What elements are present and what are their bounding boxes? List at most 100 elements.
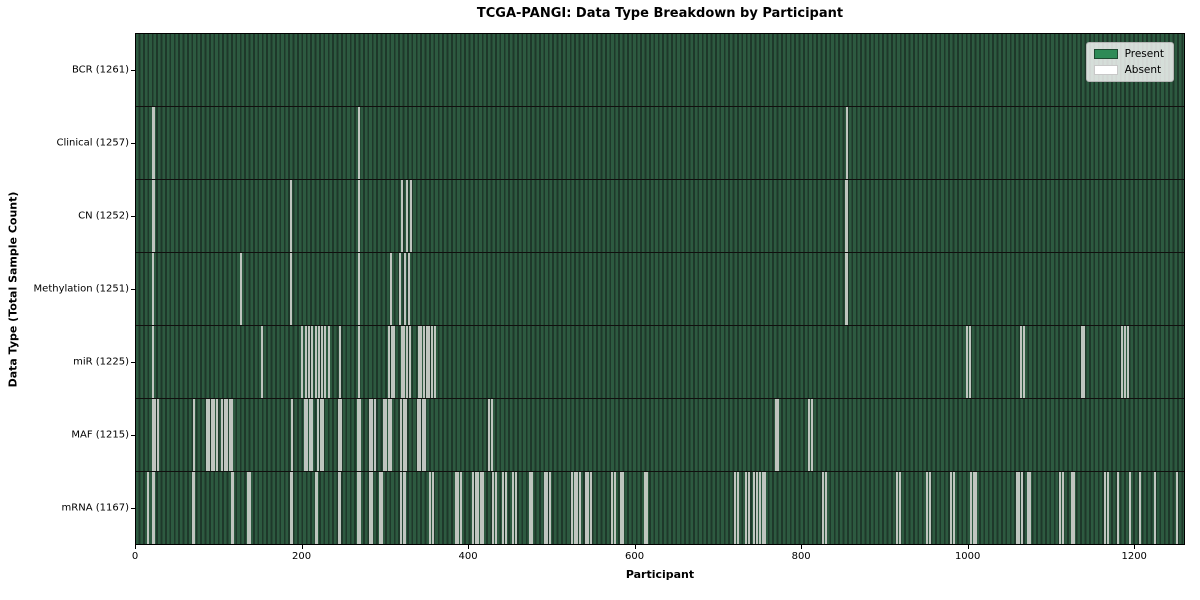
absent-line — [308, 399, 311, 471]
absent-line — [153, 180, 156, 252]
absent-line — [492, 472, 495, 544]
absent-line — [571, 472, 574, 544]
absent-line — [474, 472, 477, 544]
absent-line — [231, 399, 234, 471]
absent-line — [356, 399, 359, 471]
absent-line — [1022, 326, 1025, 398]
x-tick-mark — [801, 545, 803, 549]
absent-line — [1083, 326, 1086, 398]
absent-line — [584, 472, 587, 544]
absent-line — [1020, 326, 1023, 398]
x-tick-mark — [967, 545, 969, 549]
absent-line — [382, 399, 385, 471]
absent-line — [459, 472, 462, 544]
absent-line — [774, 399, 777, 471]
absent-line — [422, 326, 425, 398]
absent-line — [400, 180, 403, 252]
absent-line — [311, 326, 314, 398]
absent-line — [314, 326, 317, 398]
absent-line — [400, 326, 403, 398]
x-tick-label: 1200 — [1121, 551, 1147, 562]
x-axis-label: Participant — [625, 568, 695, 581]
chart-title: TCGA-PANGI: Data Type Breakdown by Parti… — [476, 6, 844, 21]
absent-line — [512, 472, 515, 544]
absent-line — [393, 326, 396, 398]
absent-line — [408, 253, 411, 325]
absent-line — [1104, 472, 1107, 544]
absent-line — [1117, 472, 1120, 544]
legend-swatch-present-icon — [1093, 49, 1118, 59]
absent-line — [289, 472, 292, 544]
absent-line — [403, 326, 406, 398]
absent-line — [472, 472, 475, 544]
absent-line — [417, 326, 420, 398]
heatmap-row — [136, 252, 1184, 325]
absent-line — [153, 472, 156, 544]
absent-line — [764, 472, 767, 544]
absent-line — [191, 472, 194, 544]
absent-line — [543, 472, 546, 544]
x-tick-label: 400 — [458, 551, 478, 562]
absent-line — [548, 472, 551, 544]
absent-line — [619, 472, 622, 544]
absent-line — [337, 399, 340, 471]
y-tick-mark — [131, 142, 135, 144]
absent-line — [239, 253, 242, 325]
absent-line — [482, 472, 485, 544]
absent-line — [810, 399, 813, 471]
absent-line — [290, 180, 293, 252]
absent-line — [357, 253, 360, 325]
absent-line — [223, 399, 226, 471]
y-tick-label: MAF (1215) — [71, 429, 129, 441]
absent-line — [425, 326, 428, 398]
absent-line — [291, 472, 294, 544]
absent-line — [622, 472, 625, 544]
absent-line — [291, 399, 294, 471]
absent-line — [387, 399, 390, 471]
absent-line — [1080, 326, 1083, 398]
absent-line — [405, 180, 408, 252]
absent-line — [378, 472, 381, 544]
absent-line — [210, 399, 213, 471]
y-tick-mark — [131, 508, 135, 510]
absent-line — [373, 399, 376, 471]
absent-line — [230, 472, 233, 544]
absent-line — [151, 107, 154, 179]
absent-line — [357, 107, 360, 179]
heatmap-row — [136, 325, 1184, 398]
absent-line — [457, 472, 460, 544]
absent-line — [846, 253, 849, 325]
absent-line — [1127, 326, 1130, 398]
absent-line — [1029, 472, 1032, 544]
absent-line — [303, 399, 306, 471]
legend-item-present: Present — [1093, 48, 1164, 60]
absent-line — [431, 472, 434, 544]
absent-line — [646, 472, 649, 544]
heatmap-row — [136, 34, 1184, 106]
absent-line — [546, 472, 549, 544]
absent-line — [611, 472, 614, 544]
absent-line — [424, 399, 427, 471]
y-tick-mark — [131, 435, 135, 437]
absent-line — [338, 326, 341, 398]
absent-line — [357, 326, 360, 398]
absent-line — [1059, 472, 1062, 544]
absent-line — [311, 399, 314, 471]
absent-line — [402, 472, 405, 544]
absent-line — [301, 326, 304, 398]
absent-line — [390, 399, 393, 471]
absent-line — [319, 399, 322, 471]
absent-line — [972, 472, 975, 544]
absent-line — [410, 180, 413, 252]
absent-line — [528, 472, 531, 544]
absent-line — [428, 326, 431, 398]
absent-line — [146, 472, 149, 544]
x-tick-mark — [1134, 545, 1136, 549]
absent-line — [317, 399, 319, 471]
absent-line — [193, 399, 196, 471]
absent-line — [261, 326, 264, 398]
absent-line — [970, 472, 973, 544]
absent-line — [736, 472, 739, 544]
absent-line — [205, 399, 208, 471]
absent-line — [151, 253, 154, 325]
